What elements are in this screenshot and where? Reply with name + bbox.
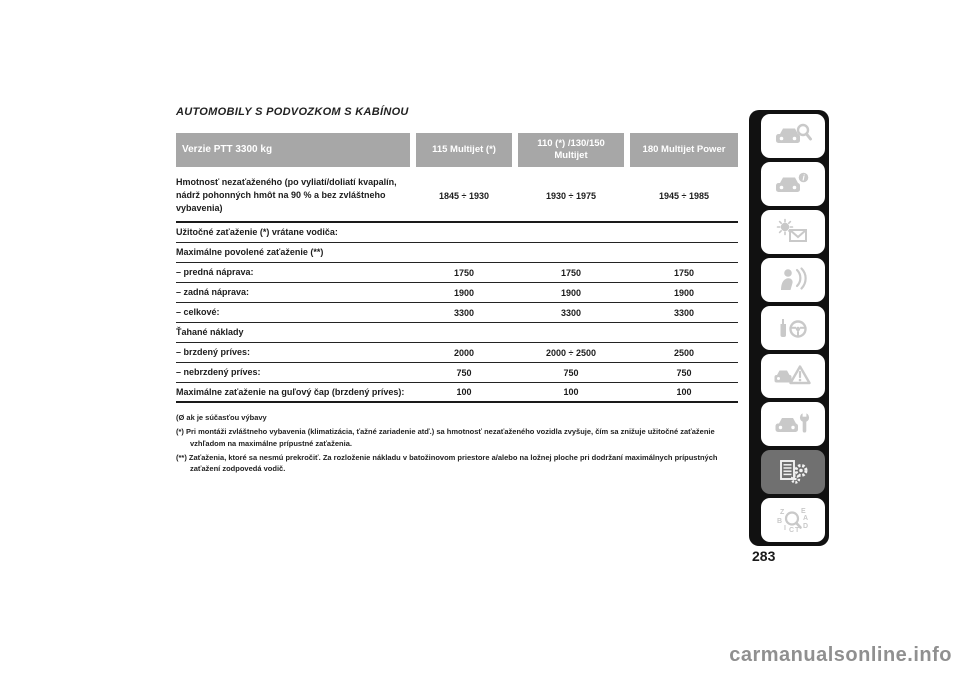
- page-number: 283: [752, 548, 776, 564]
- cell-value: 750: [563, 367, 579, 378]
- cell-value: 1900: [453, 287, 475, 298]
- car-warning-triangle-icon: [774, 365, 811, 385]
- weights-table: Verzie PTT 3300 kg 115 Multijet (*) 110 …: [176, 133, 738, 404]
- svg-text:B: B: [777, 518, 782, 525]
- cell-value: 3300: [453, 307, 475, 318]
- row-label: Hmotnosť nezaťaženého (po vyliatí/doliat…: [176, 177, 397, 214]
- cell-value: 1900: [560, 287, 582, 298]
- svg-text:D: D: [803, 523, 808, 530]
- cell-value: 1750: [673, 267, 695, 278]
- cell-value: 2500: [673, 347, 695, 358]
- row-label: – nebrzdený príves:: [176, 367, 261, 378]
- table-row: – celkové: 3300 3300 3300: [176, 303, 738, 324]
- svg-text:C: C: [789, 527, 794, 534]
- watermark: carmanualsonline.info: [729, 644, 952, 666]
- tab-getting-to-know-vehicle[interactable]: [761, 114, 825, 158]
- table-row: – nebrzdený príves: 750 750 750: [176, 363, 738, 384]
- row-label: Maximálne zaťaženie na guľový čap (brzde…: [176, 386, 405, 397]
- table-header-col2: 110 (*) /130/150 Multijet: [518, 133, 624, 167]
- section-heading: AUTOMOBILY S PODVOZKOM S KABÍNOU: [176, 106, 409, 118]
- car-info-icon: i: [776, 173, 809, 192]
- row-label: – brzdený príves:: [176, 347, 251, 358]
- table-section-row: Ťahané náklady: [176, 323, 738, 344]
- cell-value: 3300: [560, 307, 582, 318]
- table-row: – brzdený príves: 2000 2000 ÷ 2500 2500: [176, 343, 738, 364]
- footnote-double-asterisk: (**) Zaťaženia, ktoré sa nesmú prekročiť…: [176, 452, 718, 474]
- svg-text:E: E: [801, 508, 806, 515]
- footnotes: (Ø ak je súčasťou výbavy (*) Pri montáži…: [176, 412, 738, 474]
- cell-value: 100: [456, 387, 472, 398]
- cell-value: 1750: [453, 267, 475, 278]
- person-seatbelt-icon: [781, 267, 807, 290]
- table-row: Hmotnosť nezaťaženého (po vyliatí/doliat…: [176, 170, 738, 224]
- table-header-col3: 180 Multijet Power: [630, 133, 738, 167]
- sun-envelope-icon: [776, 218, 807, 242]
- svg-text:Z: Z: [780, 509, 785, 516]
- table-header-col1: 115 Multijet (*): [416, 133, 512, 167]
- oil-steering-wheel-icon: [780, 319, 807, 338]
- cell-value: 750: [676, 367, 692, 378]
- cell-value: 2000 ÷ 2500: [546, 347, 596, 358]
- tab-safety[interactable]: [761, 258, 825, 302]
- tab-comfort-climate[interactable]: [761, 210, 825, 254]
- svg-text:T: T: [795, 527, 800, 534]
- spec-sheet-gears-icon: [780, 460, 808, 484]
- row-label: Užitočné zaťaženie (*) vrátane vodiča:: [176, 227, 338, 238]
- svg-text:i: i: [802, 173, 805, 183]
- row-label: Maximálne povolené zaťaženie (**): [176, 247, 324, 258]
- tab-starting-and-driving[interactable]: [761, 306, 825, 350]
- cell-value: 100: [563, 387, 579, 398]
- page-content: AUTOMOBILY S PODVOZKOM S KABÍNOU Verzie …: [176, 106, 738, 477]
- table-header-row: Verzie PTT 3300 kg 115 Multijet (*) 110 …: [176, 133, 738, 167]
- footnote-asterisk: (*) Pri montáži zvláštneho vybavenia (kl…: [176, 427, 715, 448]
- cell-value: 750: [456, 367, 472, 378]
- row-label: – predná náprava:: [176, 267, 254, 278]
- cell-value: 1930 ÷ 1975: [546, 190, 596, 201]
- cell-value: 1945 ÷ 1985: [659, 190, 709, 201]
- car-magnifier-icon: [776, 123, 812, 143]
- row-section-label: Ťahané náklady: [176, 327, 244, 338]
- tab-in-emergency[interactable]: [761, 354, 825, 398]
- cell-value: 2000: [453, 347, 475, 358]
- table-row: – zadná náprava: 1900 1900 1900: [176, 283, 738, 304]
- table-row: – predná náprava: 1750 1750 1750: [176, 263, 738, 284]
- footnote: (Ø ak je súčasťou výbavy: [176, 413, 267, 423]
- row-label: – celkové:: [176, 307, 220, 318]
- cell-value: 1900: [673, 287, 695, 298]
- table-row: Maximálne zaťaženie na guľový čap (brzde…: [176, 383, 738, 404]
- table-body: Hmotnosť nezaťaženého (po vyliatí/doliat…: [176, 170, 738, 404]
- table-header-version: Verzie PTT 3300 kg: [176, 133, 410, 167]
- row-label: – zadná náprava:: [176, 287, 250, 298]
- car-wrench-icon: [775, 411, 810, 433]
- tab-servicing-and-care[interactable]: [761, 402, 825, 446]
- svg-text:I: I: [784, 525, 786, 532]
- cell-value: 100: [676, 387, 692, 398]
- tab-technical-data[interactable]: [761, 450, 825, 494]
- table-row: Maximálne povolené zaťaženie (**): [176, 243, 738, 264]
- cell-value: 3300: [673, 307, 695, 318]
- cell-value: 1845 ÷ 1930: [439, 190, 489, 201]
- table-row: Užitočné zaťaženie (*) vrátane vodiča:: [176, 223, 738, 244]
- tab-instrument-panel-info[interactable]: i: [761, 162, 825, 206]
- chapter-tab-rail: i: [749, 110, 829, 546]
- cell-value: 1750: [560, 267, 582, 278]
- svg-text:A: A: [803, 515, 808, 522]
